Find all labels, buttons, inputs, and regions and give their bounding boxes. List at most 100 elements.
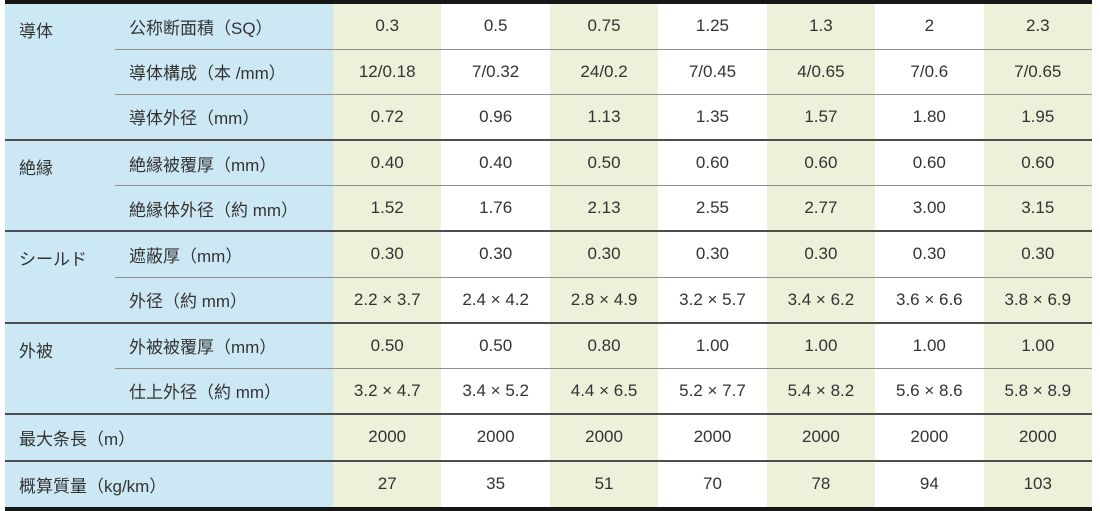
value-cell: 0.72: [333, 93, 442, 140]
table-row: 最大条長（m） 2000 2000 2000 2000 2000 2000 2000: [5, 413, 1092, 461]
row-label-cell: 仕上外径（約 mm）: [115, 367, 333, 415]
row-label-cell: 導体構成（本 /mm）: [115, 48, 333, 95]
table-row: 導体 公称断面積（SQ） 0.3 0.5 0.75 1.25 1.3 2 2.3: [5, 2, 1092, 140]
value-cell: 1.76: [441, 185, 550, 232]
value-cell: 0.96: [441, 93, 550, 140]
table-row: 導体外径（mm） 0.72 0.96 1.13 1.35 1.57 1.80 1.95: [5, 93, 1092, 140]
value-cell: 1.00: [658, 321, 767, 369]
value-cell: 51: [549, 459, 659, 509]
value-cell: 0.60: [983, 138, 1092, 186]
value-cell: 94: [875, 459, 984, 509]
category-cell: 導体: [5, 2, 115, 140]
value-cell: 2.8 × 4.9: [549, 276, 659, 323]
table-row: 絶縁 絶縁被覆厚（mm） 0.40 0.40 0.50 0.60 0.60 0.60 0.60: [5, 138, 1092, 232]
value-cell: 2.77: [766, 185, 876, 232]
value-cell: 0.80: [549, 321, 659, 369]
value-cell: 5.8 × 8.9: [983, 367, 1092, 415]
value-cell: 0.60: [658, 138, 767, 186]
value-cell: 3.4 × 5.2: [441, 367, 550, 415]
value-cell: 7/0.6: [875, 48, 984, 95]
footer-label-cell: 最大条長（m）: [5, 413, 333, 461]
value-cell: 3.2 × 5.7: [658, 276, 767, 323]
row-label-cell: 遮蔽厚（mm）: [115, 230, 333, 277]
value-cell: 70: [658, 459, 767, 509]
row-label-cell: 公称断面積（SQ）: [115, 2, 333, 50]
value-cell: 0.30: [983, 230, 1092, 277]
value-cell: 0.60: [875, 138, 984, 186]
row-label-cell: 絶縁体外径（約 mm）: [115, 185, 333, 232]
value-cell: 0.5: [441, 2, 550, 50]
value-cell: 4.4 × 6.5: [549, 367, 659, 415]
value-cell: 4/0.65: [766, 48, 876, 95]
value-cell: 3.00: [875, 185, 984, 232]
value-cell: 0.30: [441, 230, 550, 277]
table-row: 絶縁体外径（約 mm） 1.52 1.76 2.13 2.55 2.77 3.00 3.15: [5, 185, 1092, 232]
value-cell: 1.13: [549, 93, 659, 140]
value-cell: 1.80: [875, 93, 984, 140]
value-cell: 2000: [983, 413, 1092, 461]
value-cell: 0.3: [333, 2, 442, 50]
value-cell: 1.3: [766, 2, 876, 50]
value-cell: 2000: [549, 413, 659, 461]
value-cell: 0.30: [875, 230, 984, 277]
value-cell: 1.00: [766, 321, 876, 369]
table-row: シールド 遮蔽厚（mm） 0.30 0.30 0.30 0.30 0.30 0.30 0.30: [5, 230, 1092, 323]
value-cell: 2: [875, 2, 984, 50]
value-cell: 1.35: [658, 93, 767, 140]
cable-spec-table: 導体 公称断面積（SQ） 0.3 0.5 0.75 1.25 1.3 2 2.3 導体構成（本 /…: [5, 0, 1092, 511]
value-cell: 1.00: [983, 321, 1092, 369]
row-label-cell: 外径（約 mm）: [115, 276, 333, 323]
value-cell: 2000: [441, 413, 550, 461]
value-cell: 3.8 × 6.9: [983, 276, 1092, 323]
value-cell: 1.57: [766, 93, 876, 140]
value-cell: 2.55: [658, 185, 767, 232]
value-cell: 2.3: [983, 2, 1092, 50]
table-row: 外被 外被被覆厚（mm） 0.50 0.50 0.80 1.00 1.00 1.00 1.00: [5, 321, 1092, 415]
value-cell: 0.75: [549, 2, 659, 50]
value-cell: 7/0.65: [983, 48, 1092, 95]
value-cell: 0.30: [766, 230, 876, 277]
value-cell: 0.60: [766, 138, 876, 186]
value-cell: 0.30: [658, 230, 767, 277]
value-cell: 2000: [658, 413, 767, 461]
value-cell: 2000: [333, 413, 442, 461]
value-cell: 0.30: [549, 230, 659, 277]
value-cell: 3.6 × 6.6: [875, 276, 984, 323]
value-cell: 0.50: [441, 321, 550, 369]
value-cell: 7/0.32: [441, 48, 550, 95]
category-cell: 外被: [5, 321, 115, 415]
value-cell: 2000: [875, 413, 984, 461]
category-cell: シールド: [5, 230, 115, 323]
value-cell: 5.2 × 7.7: [658, 367, 767, 415]
row-label-cell: 外被被覆厚（mm）: [115, 321, 333, 369]
table-row: 導体構成（本 /mm） 12/0.18 7/0.32 24/0.2 7/0.45 4/0.…: [5, 48, 1092, 95]
value-cell: 1.95: [983, 93, 1092, 140]
value-cell: 12/0.18: [333, 48, 442, 95]
table-row: 外径（約 mm） 2.2 × 3.7 2.4 × 4.2 2.8 × 4.9 3.2 ×…: [5, 276, 1092, 323]
value-cell: 0.40: [441, 138, 550, 186]
value-cell: 24/0.2: [549, 48, 659, 95]
value-cell: 103: [983, 459, 1092, 509]
value-cell: 35: [441, 459, 550, 509]
row-label-cell: 導体外径（mm）: [115, 93, 333, 140]
value-cell: 1.00: [875, 321, 984, 369]
value-cell: 3.15: [983, 185, 1092, 232]
value-cell: 5.4 × 8.2: [766, 367, 876, 415]
value-cell: 2.2 × 3.7: [333, 276, 442, 323]
footer-label-cell: 概算質量（kg/km）: [5, 459, 333, 509]
value-cell: 1.52: [333, 185, 442, 232]
value-cell: 78: [766, 459, 876, 509]
value-cell: 3.4 × 6.2: [766, 276, 876, 323]
table-row: 概算質量（kg/km） 27 35 51 70 78 94 103: [5, 459, 1092, 509]
value-cell: 0.40: [333, 138, 442, 186]
category-cell: 絶縁: [5, 138, 115, 232]
value-cell: 5.6 × 8.6: [875, 367, 984, 415]
value-cell: 2.13: [549, 185, 659, 232]
value-cell: 2000: [766, 413, 876, 461]
value-cell: 0.50: [549, 138, 659, 186]
value-cell: 0.50: [333, 321, 442, 369]
value-cell: 0.30: [333, 230, 442, 277]
value-cell: 1.25: [658, 2, 767, 50]
value-cell: 2.4 × 4.2: [441, 276, 550, 323]
